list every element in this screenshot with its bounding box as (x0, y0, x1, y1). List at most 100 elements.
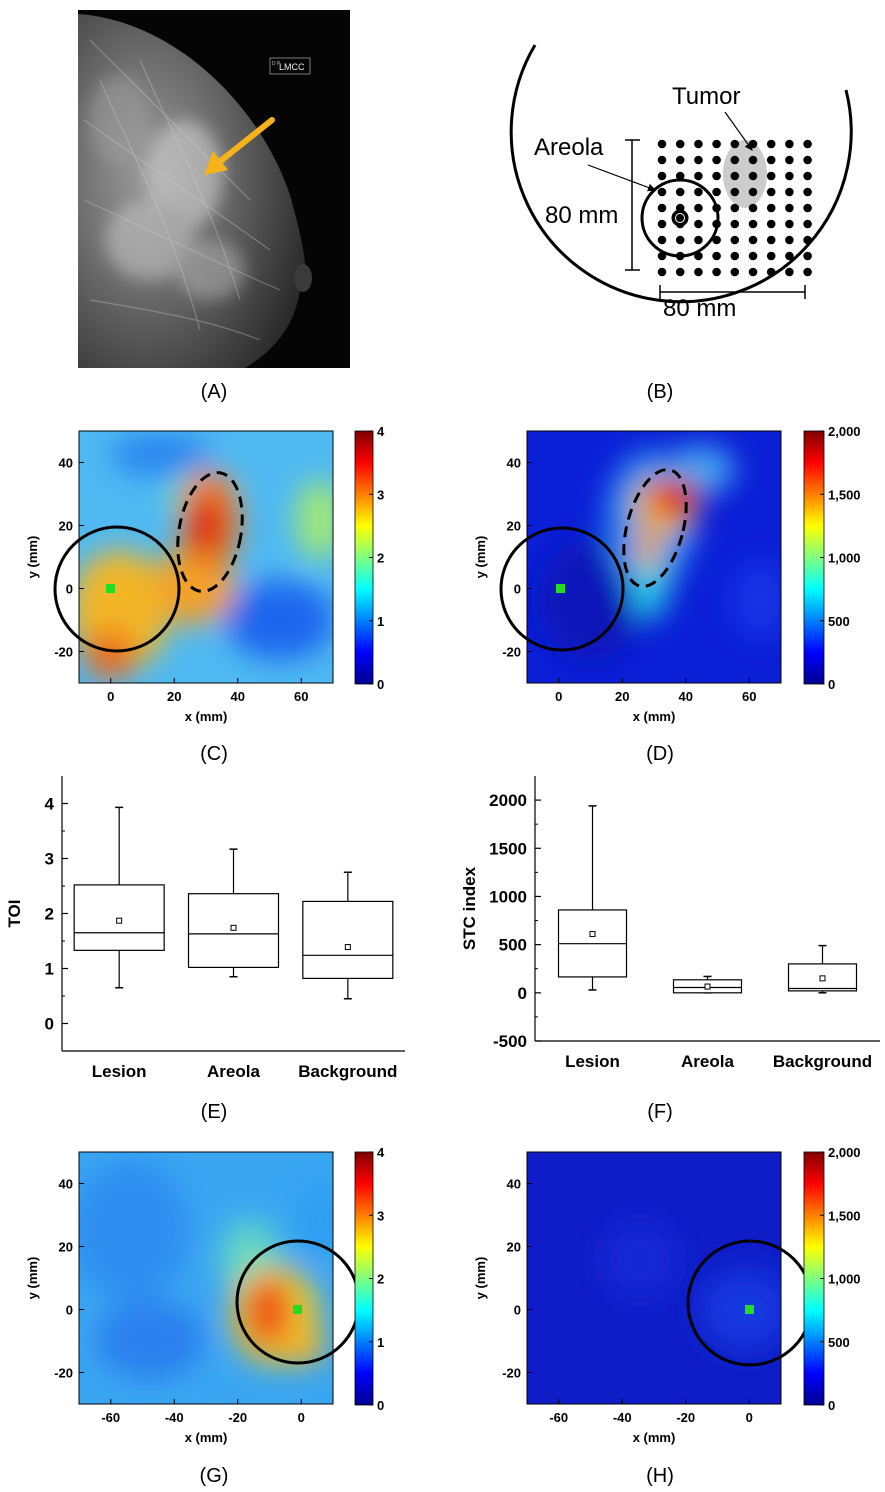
box-iqr (73, 884, 165, 951)
x-tick-label: -20 (676, 1410, 695, 1425)
grid-dot (803, 203, 812, 213)
tumor-label: Tumor (672, 83, 740, 110)
colorbar-tick-label: 1 (377, 614, 384, 629)
y-tick-label: 40 (507, 456, 521, 471)
y-axis-title: y (mm) (473, 536, 488, 579)
x-axis-title: x (mm) (185, 1430, 228, 1445)
category-label: Background (298, 1062, 397, 1081)
grid-dot (675, 235, 685, 245)
category-label: Lesion (565, 1052, 620, 1071)
colorbar-tick-label: 2 (377, 1272, 384, 1287)
grid-dot (766, 139, 776, 149)
toi-map-g (78, 1151, 361, 1405)
colorbar-labels-g: 0 1 2 3 4 (369, 1145, 385, 1413)
colorbar-tick-label: 3 (377, 487, 384, 502)
grid-dot (730, 235, 740, 245)
grid-dot (657, 203, 667, 213)
x-tick-label: 0 (107, 689, 114, 704)
colorbar-tick-label: 1 (377, 1335, 384, 1350)
grid-dot (766, 251, 776, 261)
grid-dot (657, 267, 667, 277)
colorbar-tick-label: 4 (377, 424, 385, 439)
panel-label-c: (C) (200, 743, 228, 765)
axes-h: -20 0 20 40 -60 -40 -20 0 x (mm) y (mm) (473, 1177, 753, 1446)
box-areola (672, 975, 743, 994)
grid-dot (657, 235, 667, 245)
box-mean (819, 975, 826, 982)
grid-dot (748, 219, 758, 229)
tumor-region (723, 140, 767, 208)
panel-label-e: (E) (201, 1101, 228, 1123)
grid-dot (730, 219, 740, 229)
colorbar-tick-label: 1,000 (828, 551, 861, 566)
box-background (787, 944, 858, 994)
y-tick-label: 0 (514, 1303, 521, 1318)
view-label-box (269, 57, 311, 75)
box-lesion (73, 806, 165, 989)
grid-dot (712, 267, 721, 277)
axes-c: -20 0 20 40 0 20 40 60 x (mm) y (mm) (25, 456, 308, 725)
y-tick-label: 20 (507, 1240, 521, 1255)
y-tick-label: 40 (59, 1177, 73, 1192)
x-tick-label: -40 (613, 1410, 632, 1425)
mammogram-image: D P LMCC (78, 10, 350, 368)
lesion-arrow (204, 117, 275, 175)
box-mean (116, 917, 123, 924)
grid-dot (785, 267, 794, 277)
colorbar-tick-label: 3 (377, 1208, 384, 1223)
probe-diagram: Tumor Areola 80 mm 80 mm (509, 44, 853, 322)
box-areola (187, 848, 280, 978)
grid-dot (803, 187, 812, 197)
grid-dot (803, 235, 812, 245)
y-tick-label: 0 (66, 1303, 73, 1318)
grid-dot (712, 171, 721, 181)
x-tick-label: 60 (294, 689, 308, 704)
grid-dot (803, 251, 812, 261)
grid-dot (712, 251, 721, 261)
grid-dot (748, 235, 758, 245)
y-axis-title: STC index (460, 866, 479, 950)
dim-label-horizontal: 80 mm (663, 295, 736, 322)
y-tick-label: 20 (59, 519, 73, 534)
stc-map-h (526, 1151, 814, 1405)
colorbar-tick-label: 0 (828, 1398, 835, 1413)
panel-label-g: (G) (200, 1465, 229, 1487)
x-tick-label: 40 (231, 689, 245, 704)
lesion-outline-d (622, 468, 688, 588)
grid-dot (785, 187, 794, 197)
grid-dot (657, 155, 667, 165)
x-axis-title: x (mm) (185, 709, 228, 724)
x-tick-label: 40 (679, 689, 693, 704)
grid-dot (803, 267, 812, 277)
nipple-marker-g (293, 1305, 302, 1314)
x-tick-label: 60 (742, 689, 756, 704)
colorbar-tick-label: 500 (828, 1335, 850, 1350)
grid-dot (694, 203, 703, 213)
grid-dot (694, 171, 703, 181)
grid-dot (766, 267, 776, 277)
y-tick-label: 40 (507, 1177, 521, 1192)
box-mean (704, 983, 711, 990)
view-tag: D P (272, 61, 281, 67)
grid-dot (766, 203, 776, 213)
grid-dot (730, 187, 740, 197)
colorbar-tick-label: 1,500 (828, 1208, 861, 1223)
x-tick-label: 20 (615, 689, 629, 704)
grid-dot (785, 155, 794, 165)
grid-dot (730, 155, 740, 165)
x-tick-label: -60 (101, 1410, 120, 1425)
grid-dot (785, 219, 794, 229)
panel-label-d: (D) (646, 743, 674, 765)
grid-dot (730, 203, 740, 213)
grid-dot (694, 267, 703, 277)
grid-dot (803, 155, 812, 165)
y-tick-label: 1 (45, 960, 54, 979)
colorbar-tick-label: 4 (377, 1145, 385, 1160)
category-label: Areola (681, 1052, 734, 1071)
y-tick-label: -20 (54, 1366, 73, 1381)
box-plot-toi: 0 1 2 3 4 TOI Lesion Areola Background (5, 776, 405, 1081)
nipple-marker-h (745, 1305, 754, 1314)
x-tick-label: -20 (228, 1410, 247, 1425)
x-tick-label: 0 (555, 689, 562, 704)
grid-dot (675, 171, 685, 181)
